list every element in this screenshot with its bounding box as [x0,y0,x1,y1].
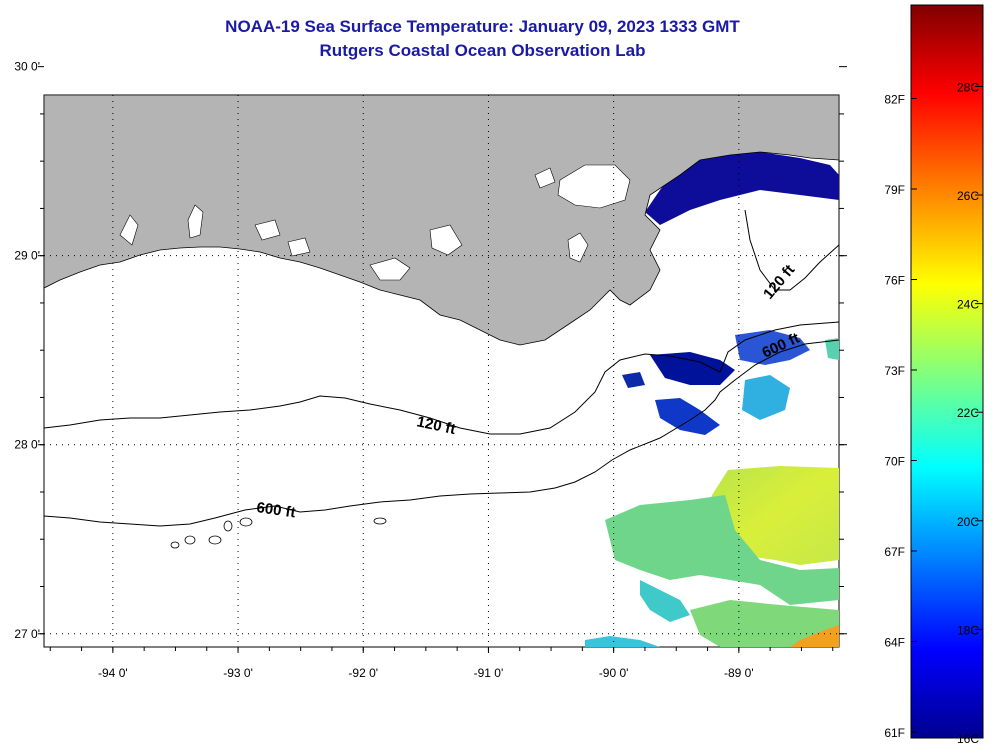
sst-blue-delta [650,352,735,385]
contour-600ft [44,339,839,527]
land-mass [44,95,839,346]
colorbar-c-label: 28C [957,80,979,94]
white-lake [254,219,281,241]
sst-blue-coast [645,152,839,225]
colorbar-ticks: 28C 26C 24C 22C 20C 18C 16C 82F 79F 76F 73F 70F 67F 6… [884,80,983,746]
sst-teal-patch [640,580,690,622]
lake-salvador [567,232,589,263]
seamount-contours [170,517,387,549]
calcasieu-lake [119,214,139,246]
colorbar-f-label: 61F [884,726,905,740]
lon-tick-label: -91 0' [474,666,504,680]
sabine-lake [187,204,204,239]
lon-tick-label: -90 0' [599,666,629,680]
map-title: NOAA-19 Sea Surface Temperature: January… [225,17,740,36]
lat-tick-label: 27 0' [14,627,40,641]
graticule [44,95,839,647]
colorbar-f-label: 70F [884,454,905,468]
sst-green-patch-south [690,600,839,647]
sst-orange-corner [790,625,839,647]
colorbar [910,4,984,739]
lon-tick-label: -92 0' [348,666,378,680]
grand-lake [287,237,311,257]
colorbar-c-label: 18C [957,623,979,637]
contour-120ft-upper [744,209,839,291]
lon-tick-label: -93 0' [223,666,253,680]
colorbar-f-label: 82F [884,93,905,107]
sst-cyan-east-edge [825,338,839,360]
lake-pontchartrain [557,164,631,209]
map-axes: -94 0' -93 0' -92 0' -91 0' -90 0' -89 0' 30 0… [14,60,847,680]
map-subtitle: Rutgers Coastal Ocean Observation Lab [319,41,646,60]
colorbar-c-label: 20C [957,515,979,529]
sst-cyan-patch [742,375,790,420]
inland-water [119,164,631,281]
lake-maurepas [534,167,556,189]
colorbar-c-label: 22C [957,406,979,420]
map-content: 120 ft 120 ft 600 ft 600 ft [44,95,839,647]
contour-label-600ft-west: 600 ft [255,499,296,521]
lat-tick-label: 28 0' [14,438,40,452]
lat-tick-label: 29 0' [14,249,40,263]
colorbar-f-label: 76F [884,273,905,287]
colorbar-f-label: 64F [884,635,905,649]
colorbar-c-label: 16C [957,732,979,746]
contour-120ft [44,321,839,435]
sst-blue-patch-2 [655,398,720,435]
sst-teal-south [585,636,660,647]
colorbar-c-label: 24C [957,298,979,312]
sst-blue-speck-west [622,372,645,388]
lat-tick-label: 30 0' [14,60,40,74]
vermilion-bay [369,257,411,281]
colorbar-f-label: 73F [884,364,905,378]
lon-tick-label: -89 0' [724,666,754,680]
colorbar-f-label: 67F [884,545,905,559]
sst-data-layer [585,152,839,647]
lon-tick-label: -94 0' [98,666,128,680]
sst-blue-east [735,330,810,365]
sst-green-patch [605,495,839,605]
lake-east-bays [429,224,463,256]
colorbar-f-label: 79F [884,183,905,197]
colorbar-c-label: 26C [957,189,979,203]
